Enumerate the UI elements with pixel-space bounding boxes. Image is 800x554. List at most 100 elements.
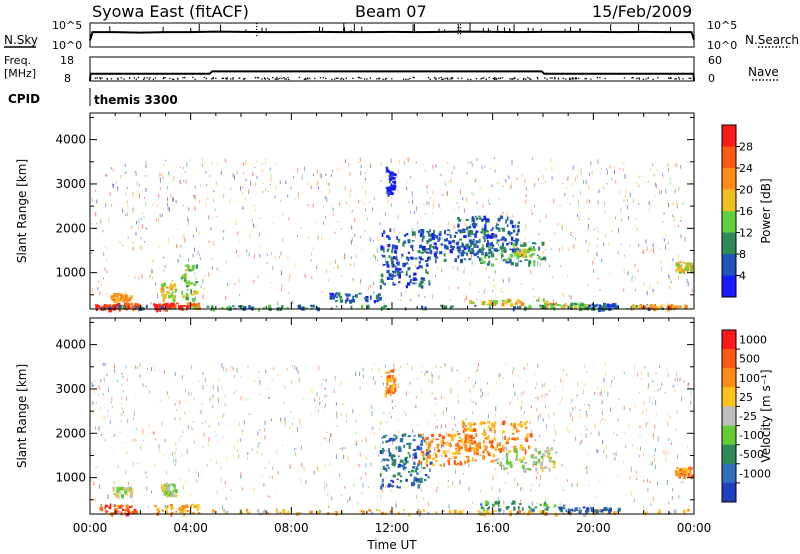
data-cell bbox=[523, 251, 527, 256]
nave-dot bbox=[243, 78, 245, 80]
data-speckle bbox=[400, 269, 402, 273]
data-cell bbox=[456, 430, 459, 433]
data-cell bbox=[546, 503, 549, 506]
data-cell bbox=[494, 421, 497, 424]
nave-dot bbox=[360, 77, 362, 79]
data-cell bbox=[517, 229, 520, 233]
data-cell bbox=[356, 294, 358, 298]
data-cell bbox=[438, 232, 442, 237]
data-cell bbox=[506, 456, 508, 461]
data-speckle bbox=[231, 366, 233, 369]
data-cell bbox=[418, 230, 421, 234]
data-speckle bbox=[526, 362, 528, 366]
data-cell bbox=[386, 190, 390, 195]
data-cell bbox=[684, 267, 688, 271]
data-cell bbox=[172, 483, 175, 487]
colorbar-segment bbox=[722, 125, 736, 147]
data-cell bbox=[420, 443, 424, 446]
data-speckle bbox=[194, 440, 195, 444]
data-speckle bbox=[497, 457, 499, 461]
data-speckle bbox=[677, 466, 679, 469]
data-cell bbox=[405, 456, 408, 459]
data-cell bbox=[445, 245, 449, 250]
data-speckle bbox=[655, 183, 657, 188]
data-cell bbox=[516, 238, 520, 242]
data-speckle bbox=[614, 169, 615, 175]
data-cell bbox=[380, 245, 384, 250]
data-cell bbox=[122, 294, 125, 298]
data-speckle bbox=[103, 251, 105, 257]
data-speckle bbox=[683, 380, 685, 383]
data-speckle bbox=[691, 262, 693, 266]
data-cell bbox=[162, 290, 164, 293]
data-cell bbox=[188, 283, 191, 287]
data-cell bbox=[429, 249, 433, 255]
nave-dot bbox=[276, 76, 278, 79]
data-speckle bbox=[117, 187, 118, 189]
data-speckle bbox=[96, 402, 98, 404]
nave-dot bbox=[169, 77, 171, 80]
data-cell bbox=[505, 300, 508, 305]
data-speckle bbox=[459, 479, 461, 485]
nave-dot bbox=[645, 78, 647, 80]
data-cell bbox=[381, 232, 384, 237]
data-cell bbox=[644, 306, 648, 309]
data-cell bbox=[507, 230, 511, 235]
data-cell bbox=[518, 251, 521, 257]
data-speckle bbox=[494, 157, 496, 160]
data-speckle bbox=[668, 273, 670, 279]
data-cell bbox=[395, 446, 398, 450]
data-cell bbox=[470, 240, 474, 245]
data-speckle bbox=[210, 459, 212, 461]
data-cell bbox=[388, 277, 391, 280]
data-cell bbox=[118, 487, 122, 490]
data-speckle bbox=[380, 180, 382, 182]
data-speckle bbox=[398, 374, 400, 376]
data-cell bbox=[426, 449, 430, 453]
data-speckle bbox=[360, 279, 361, 284]
data-speckle bbox=[672, 214, 674, 218]
data-cell bbox=[172, 294, 175, 298]
data-cell bbox=[437, 238, 440, 242]
data-speckle bbox=[567, 176, 569, 179]
data-speckle bbox=[188, 222, 189, 225]
data-cell bbox=[184, 272, 187, 275]
data-speckle bbox=[420, 463, 422, 469]
data-speckle bbox=[385, 476, 387, 479]
nave-dot bbox=[341, 77, 343, 79]
data-speckle bbox=[533, 295, 535, 297]
data-speckle bbox=[90, 477, 92, 483]
data-speckle bbox=[650, 167, 651, 172]
data-cell bbox=[276, 509, 279, 512]
data-cell bbox=[406, 233, 409, 236]
data-speckle bbox=[141, 274, 143, 280]
data-speckle bbox=[236, 368, 238, 373]
data-cell bbox=[393, 459, 396, 462]
data-cell bbox=[472, 457, 475, 462]
data-speckle bbox=[597, 159, 599, 164]
data-cell bbox=[171, 307, 174, 310]
data-cell bbox=[318, 509, 322, 513]
colorbar-tick-label: -100 bbox=[739, 429, 764, 442]
data-speckle bbox=[91, 382, 93, 387]
data-cell bbox=[120, 493, 124, 499]
data-speckle bbox=[444, 181, 446, 186]
nave-dot bbox=[568, 77, 571, 79]
data-speckle bbox=[240, 186, 241, 191]
data-speckle bbox=[98, 426, 100, 431]
data-speckle bbox=[136, 220, 137, 225]
data-speckle bbox=[603, 450, 605, 454]
data-speckle bbox=[626, 204, 628, 210]
data-speckle bbox=[122, 243, 124, 247]
data-cell bbox=[394, 269, 398, 272]
nave-dot bbox=[638, 77, 640, 79]
data-speckle bbox=[650, 249, 652, 252]
data-speckle bbox=[459, 251, 461, 257]
data-cell bbox=[573, 305, 578, 310]
data-speckle bbox=[397, 419, 399, 422]
data-speckle bbox=[590, 432, 592, 435]
data-speckle bbox=[372, 426, 374, 430]
data-cell bbox=[408, 442, 412, 445]
data-speckle bbox=[584, 505, 586, 508]
data-speckle bbox=[194, 197, 196, 201]
